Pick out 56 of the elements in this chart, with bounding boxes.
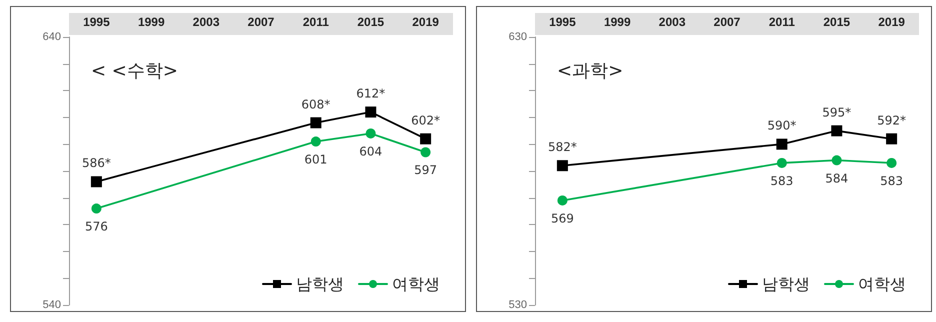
data-label: 608* xyxy=(301,97,330,112)
x-tick-label: 2019 xyxy=(412,15,440,29)
legend-label: 여학생 xyxy=(392,274,440,294)
x-tick-label: 1999 xyxy=(138,15,165,29)
point xyxy=(310,136,321,147)
x-tick-label: 2019 xyxy=(878,15,906,29)
point xyxy=(365,106,376,118)
text: <과학> xyxy=(557,60,624,82)
y-tick-label: 640 xyxy=(42,31,61,43)
x-tick-label: 2003 xyxy=(658,15,686,29)
data-label: 582* xyxy=(548,140,577,154)
point xyxy=(832,155,842,166)
point xyxy=(366,128,376,138)
point xyxy=(831,125,842,136)
point xyxy=(776,138,788,150)
point xyxy=(420,147,431,158)
x-tick-label: 2007 xyxy=(248,15,275,29)
text: < <수학> xyxy=(91,60,178,82)
data-label: 590* xyxy=(767,118,796,133)
x-tick-label: 2011 xyxy=(302,15,330,29)
data-label: 604 xyxy=(359,144,382,158)
data-label: 584 xyxy=(825,171,848,186)
data-label: 602* xyxy=(411,113,440,128)
point xyxy=(886,158,897,168)
x-tick-label: 1995 xyxy=(83,15,110,29)
y-tick-label: 630 xyxy=(508,31,527,43)
x-tick-label: 2007 xyxy=(714,15,741,29)
x-tick-label: 1999 xyxy=(604,15,631,29)
y-tick-label: 540 xyxy=(42,299,61,311)
x-tick-label: 2011 xyxy=(768,15,796,29)
x-tick-label: 2003 xyxy=(192,15,220,29)
data-label: 576 xyxy=(84,220,108,234)
point xyxy=(556,160,568,172)
data-label: 583 xyxy=(880,174,904,188)
point xyxy=(886,133,898,144)
y-tick-label: 530 xyxy=(508,299,527,311)
data-label: 592* xyxy=(877,113,906,128)
data-label: 595* xyxy=(822,105,852,120)
x-tick-label: 2015 xyxy=(823,15,850,29)
point xyxy=(91,204,102,214)
data-label: 569 xyxy=(550,211,574,226)
data-label: 601 xyxy=(304,152,328,167)
legend-label: 남학생 xyxy=(762,274,810,294)
data-label: 597 xyxy=(414,163,438,178)
legend-label: 여학생 xyxy=(858,274,906,294)
data-label: 583 xyxy=(770,174,794,188)
data-label: 612* xyxy=(356,86,386,101)
data-label: 586* xyxy=(82,156,111,170)
point xyxy=(776,158,787,168)
x-tick-label: 2015 xyxy=(357,15,384,29)
x-tick-label: 1995 xyxy=(549,15,576,29)
legend-label: 남학생 xyxy=(296,274,344,294)
point xyxy=(310,117,322,128)
point xyxy=(557,195,568,206)
point xyxy=(90,176,102,188)
point xyxy=(420,133,432,144)
